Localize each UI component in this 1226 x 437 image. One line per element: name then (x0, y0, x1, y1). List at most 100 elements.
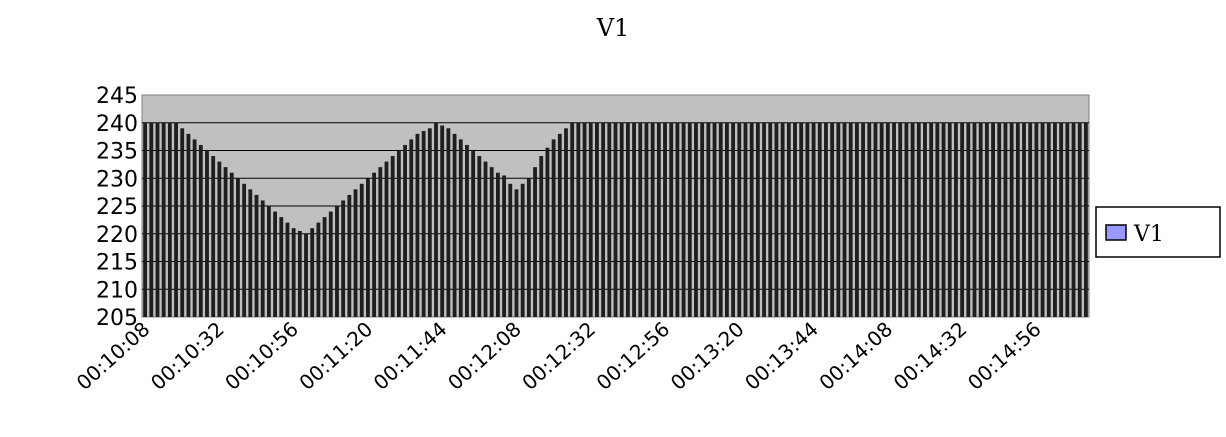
bar (1034, 122, 1039, 317)
bar (248, 189, 253, 317)
bar (904, 122, 909, 317)
bar (978, 122, 983, 317)
bar (613, 122, 618, 317)
bar (341, 200, 346, 317)
bar (638, 122, 643, 317)
bar (434, 122, 438, 317)
bar (186, 133, 191, 317)
bar (242, 183, 247, 317)
bar (972, 122, 977, 317)
bar (1028, 122, 1033, 317)
bar (780, 122, 785, 317)
bar (836, 122, 841, 317)
bar (533, 167, 537, 317)
bar (619, 122, 624, 317)
bar (786, 122, 791, 317)
bar (545, 147, 550, 317)
bar (403, 144, 407, 317)
bar (991, 122, 995, 317)
bar (656, 122, 661, 317)
bar (229, 172, 234, 317)
bar (502, 175, 507, 317)
y-tick-label: 240 (96, 112, 138, 137)
bar (1053, 122, 1057, 317)
bar (539, 156, 544, 317)
bar (557, 133, 562, 317)
bar (830, 122, 835, 317)
x-tick-label: 00:12:32 (517, 317, 600, 395)
bar (279, 217, 284, 317)
y-tick-label: 235 (96, 140, 138, 165)
bar (650, 122, 655, 317)
bar (335, 206, 339, 317)
bar (198, 144, 203, 317)
bar (681, 122, 686, 317)
bar (601, 122, 606, 317)
legend-label-v1: V1 (1133, 222, 1164, 247)
x-tick-label: 00:12:08 (443, 317, 526, 395)
bar (254, 194, 259, 317)
bar (372, 172, 377, 317)
bar (879, 122, 884, 317)
bar (694, 122, 698, 317)
x-tick-label: 00:10:32 (146, 317, 229, 395)
bar (1022, 122, 1026, 317)
x-tick-label: 00:10:56 (220, 317, 303, 395)
bar (663, 122, 667, 317)
bar (582, 122, 587, 317)
x-tick-label: 00:12:56 (592, 317, 675, 395)
bar (390, 156, 395, 317)
bar (570, 122, 575, 317)
bar (712, 122, 717, 317)
bar (155, 122, 160, 317)
bar (910, 122, 915, 317)
bar (885, 122, 890, 317)
bar (328, 211, 333, 317)
bar (799, 122, 804, 317)
bar (824, 122, 828, 317)
bar (687, 122, 692, 317)
bar (353, 189, 358, 317)
bar (1046, 122, 1051, 317)
bar (916, 122, 921, 317)
y-tick-label: 225 (96, 195, 138, 220)
bar (291, 228, 296, 317)
bar (149, 122, 154, 317)
x-tick-label: 00:13:20 (666, 317, 749, 395)
bar (174, 122, 178, 317)
y-tick-label: 230 (96, 167, 138, 192)
bar (477, 156, 482, 317)
bar (817, 122, 822, 317)
bar (304, 233, 308, 317)
bar (700, 122, 705, 317)
chart-title: V1 (596, 14, 630, 42)
bar (842, 122, 847, 317)
bar (180, 128, 185, 317)
bar (347, 194, 352, 317)
bar (551, 139, 556, 317)
bar (236, 178, 240, 317)
bar (1083, 122, 1088, 317)
bar (675, 122, 680, 317)
bar (576, 122, 581, 317)
bar (1077, 122, 1082, 317)
bar (359, 183, 364, 317)
bar (731, 122, 736, 317)
legend: V1 (1095, 206, 1221, 258)
bar (1003, 122, 1008, 317)
bar (1015, 122, 1020, 317)
bar (421, 131, 426, 317)
bar (458, 139, 463, 317)
bar (861, 122, 865, 317)
bar (743, 122, 748, 317)
bar (526, 178, 531, 317)
bar (495, 172, 500, 317)
bar (749, 122, 754, 317)
y-tick-label: 210 (96, 278, 138, 303)
y-tick-label: 245 (96, 84, 138, 109)
bar (669, 122, 674, 317)
bar (378, 167, 383, 317)
bar (755, 122, 760, 317)
bar (854, 122, 859, 317)
